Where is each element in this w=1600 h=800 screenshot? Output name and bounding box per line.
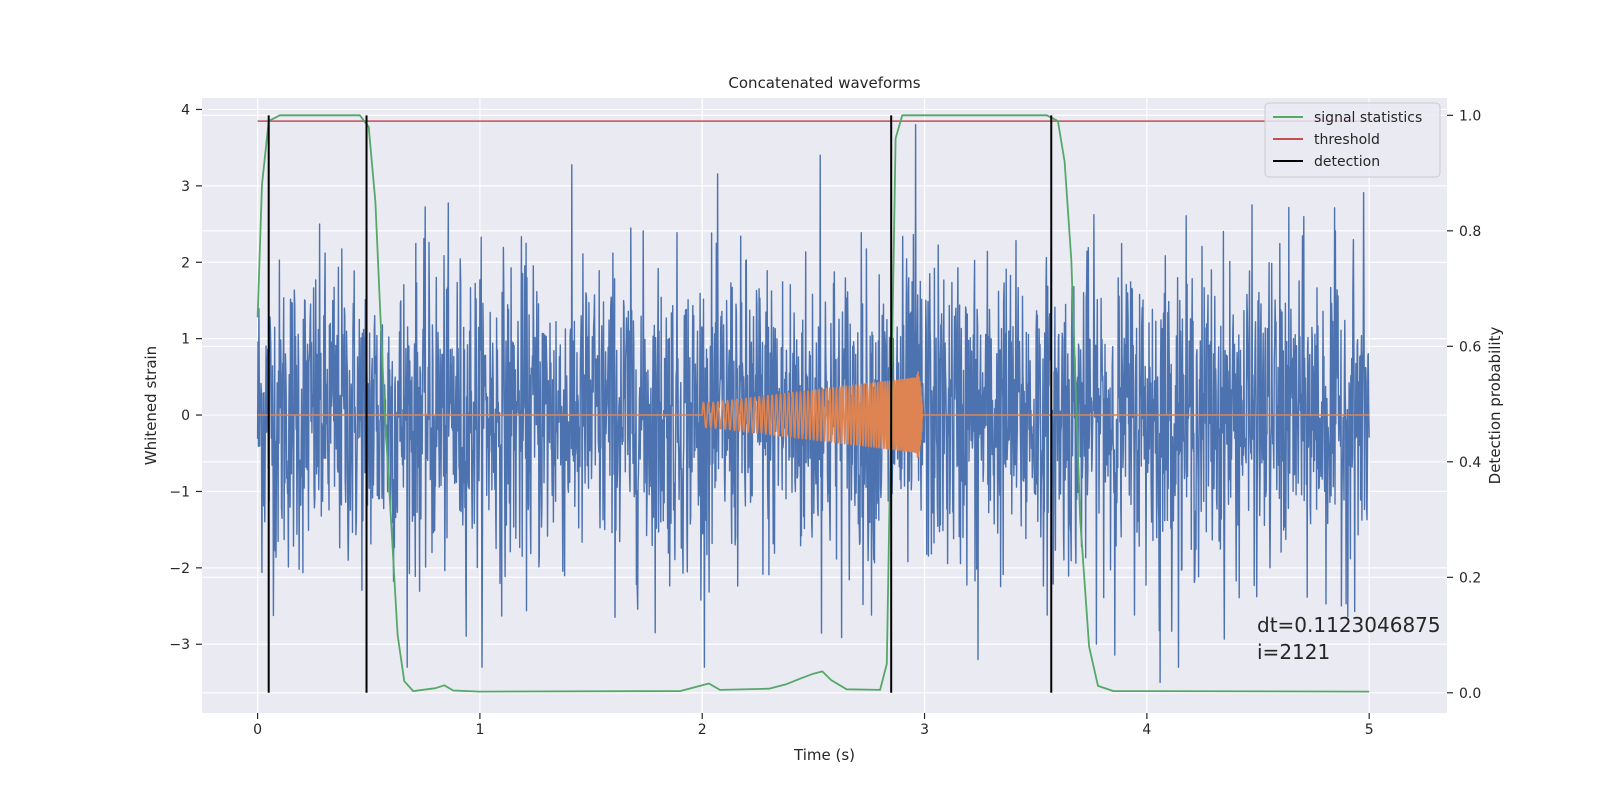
y-tick-label: 1 <box>181 332 190 348</box>
ticks: 0 1 2 3 4 5 −3 −2 −1 0 1 2 3 4 0.0 0.2 0.4 0.6 0.8 1.0 <box>169 102 1481 738</box>
y-tick-label: −3 <box>169 637 190 653</box>
y-right-tick-label: 1.0 <box>1459 108 1481 124</box>
y-tick-label: −2 <box>169 561 190 577</box>
legend: signal statistics threshold detection <box>1264 102 1441 178</box>
y-tick-label: 0 <box>181 408 190 424</box>
chart-title: Concatenated waveforms <box>728 74 920 92</box>
x-tick-label: 4 <box>1142 722 1151 738</box>
y-right-tick-label: 0.2 <box>1459 570 1481 586</box>
legend-box <box>1264 102 1441 178</box>
legend-label: threshold <box>1314 132 1380 148</box>
x-tick-label: 5 <box>1365 722 1374 738</box>
y-right-axis-label: Detection probability <box>1486 327 1504 485</box>
x-tick-label: 0 <box>253 722 262 738</box>
y-axis-label: Whitened strain <box>142 346 160 465</box>
legend-label: signal statistics <box>1314 110 1422 126</box>
legend-label: detection <box>1314 154 1380 170</box>
y-tick-label: −1 <box>169 484 190 500</box>
y-right-tick-label: 0.6 <box>1459 339 1481 355</box>
y-right-tick-label: 0.0 <box>1459 686 1481 702</box>
x-tick-label: 2 <box>698 722 707 738</box>
plot-content <box>256 114 1370 693</box>
y-tick-label: 4 <box>181 102 190 118</box>
annotation-dt: dt=0.1123046875 <box>1257 613 1441 637</box>
y-tick-label: 2 <box>181 255 190 271</box>
signal-statistics-line <box>256 114 1370 693</box>
y-tick-label: 3 <box>181 179 190 195</box>
y-right-tick-label: 0.8 <box>1459 224 1481 240</box>
annotation-index: i=2121 <box>1257 640 1330 664</box>
x-tick-label: 3 <box>920 722 929 738</box>
chirp-series-line <box>257 371 1370 458</box>
y-right-tick-label: 0.4 <box>1459 455 1481 471</box>
x-axis-label: Time (s) <box>793 746 855 764</box>
x-tick-label: 1 <box>475 722 484 738</box>
